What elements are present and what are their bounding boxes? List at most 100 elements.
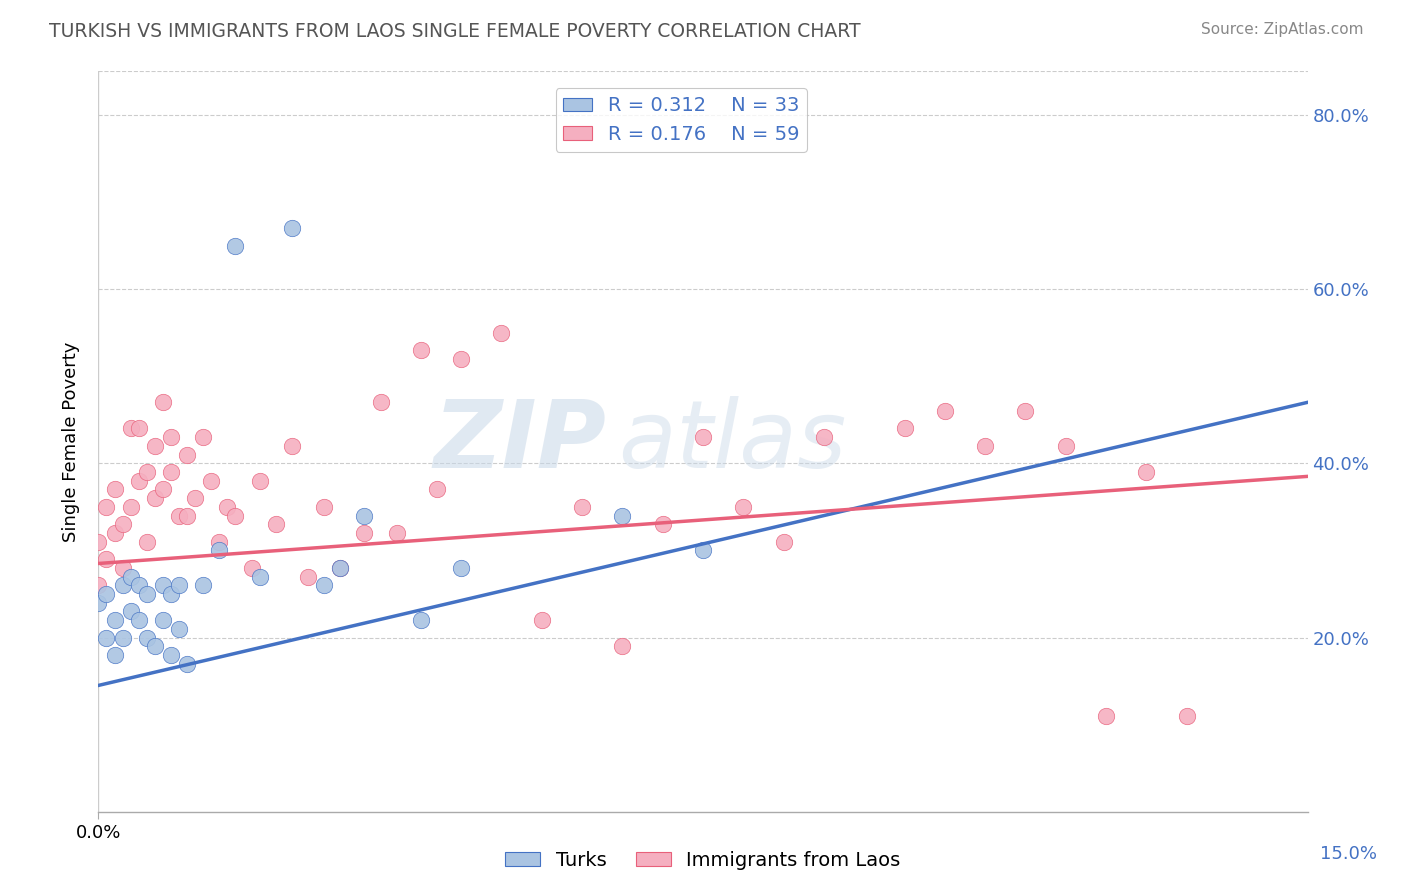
Point <box>200 474 222 488</box>
Point <box>772 534 794 549</box>
Point <box>329 561 352 575</box>
Point <box>571 500 593 514</box>
Point <box>974 439 997 453</box>
Point <box>281 221 304 235</box>
Point <box>1054 439 1077 453</box>
Point <box>120 421 142 435</box>
Point <box>167 578 190 592</box>
Point <box>264 517 287 532</box>
Point <box>249 474 271 488</box>
Point <box>135 631 157 645</box>
Point <box>152 578 174 592</box>
Point <box>1175 709 1198 723</box>
Point <box>813 430 835 444</box>
Point <box>353 508 375 523</box>
Point <box>143 639 166 653</box>
Point <box>120 604 142 618</box>
Point <box>612 508 634 523</box>
Point <box>934 404 956 418</box>
Point <box>128 613 150 627</box>
Point <box>128 474 150 488</box>
Point <box>1095 709 1118 723</box>
Point <box>208 543 231 558</box>
Y-axis label: Single Female Poverty: Single Female Poverty <box>62 342 80 541</box>
Point <box>385 526 408 541</box>
Point <box>692 543 714 558</box>
Point <box>152 483 174 497</box>
Point <box>135 465 157 479</box>
Point <box>160 465 183 479</box>
Point <box>176 448 198 462</box>
Point <box>224 508 246 523</box>
Point <box>733 500 755 514</box>
Legend: R = 0.312    N = 33, R = 0.176    N = 59: R = 0.312 N = 33, R = 0.176 N = 59 <box>555 88 807 152</box>
Point <box>240 561 263 575</box>
Point <box>160 648 183 662</box>
Point <box>208 534 231 549</box>
Text: ZIP: ZIP <box>433 395 606 488</box>
Point <box>651 517 673 532</box>
Point <box>120 500 142 514</box>
Point <box>111 631 134 645</box>
Point <box>224 238 246 252</box>
Point <box>893 421 915 435</box>
Point <box>128 421 150 435</box>
Text: TURKISH VS IMMIGRANTS FROM LAOS SINGLE FEMALE POVERTY CORRELATION CHART: TURKISH VS IMMIGRANTS FROM LAOS SINGLE F… <box>49 22 860 41</box>
Point <box>409 343 432 357</box>
Point <box>329 561 352 575</box>
Point <box>87 534 110 549</box>
Point <box>96 631 118 645</box>
Point <box>1135 465 1157 479</box>
Point <box>103 648 125 662</box>
Point <box>120 569 142 583</box>
Point <box>135 587 157 601</box>
Point <box>297 569 319 583</box>
Point <box>96 500 118 514</box>
Point <box>193 430 215 444</box>
Point <box>152 395 174 409</box>
Point <box>103 483 125 497</box>
Point <box>612 639 634 653</box>
Point <box>530 613 553 627</box>
Point <box>167 622 190 636</box>
Point <box>450 561 472 575</box>
Point <box>111 517 134 532</box>
Text: atlas: atlas <box>619 396 846 487</box>
Point <box>96 587 118 601</box>
Point <box>426 483 449 497</box>
Point <box>249 569 271 583</box>
Point <box>370 395 392 409</box>
Point <box>409 613 432 627</box>
Point <box>135 534 157 549</box>
Point <box>143 491 166 505</box>
Point <box>167 508 190 523</box>
Point <box>176 657 198 671</box>
Point <box>314 500 336 514</box>
Point <box>103 526 125 541</box>
Point <box>176 508 198 523</box>
Text: Source: ZipAtlas.com: Source: ZipAtlas.com <box>1201 22 1364 37</box>
Point <box>128 578 150 592</box>
Legend: Turks, Immigrants from Laos: Turks, Immigrants from Laos <box>498 843 908 878</box>
Point <box>1014 404 1036 418</box>
Point <box>314 578 336 592</box>
Point <box>111 561 134 575</box>
Point <box>193 578 215 592</box>
Point <box>160 430 183 444</box>
Point <box>692 430 714 444</box>
Point <box>103 613 125 627</box>
Point <box>353 526 375 541</box>
Point <box>143 439 166 453</box>
Point <box>491 326 513 340</box>
Point <box>281 439 304 453</box>
Point <box>184 491 207 505</box>
Point <box>160 587 183 601</box>
Point <box>111 578 134 592</box>
Point <box>87 596 110 610</box>
Point <box>152 613 174 627</box>
Point <box>217 500 239 514</box>
Point <box>450 351 472 366</box>
Point <box>87 578 110 592</box>
Point <box>96 552 118 566</box>
Text: 15.0%: 15.0% <box>1320 845 1376 863</box>
